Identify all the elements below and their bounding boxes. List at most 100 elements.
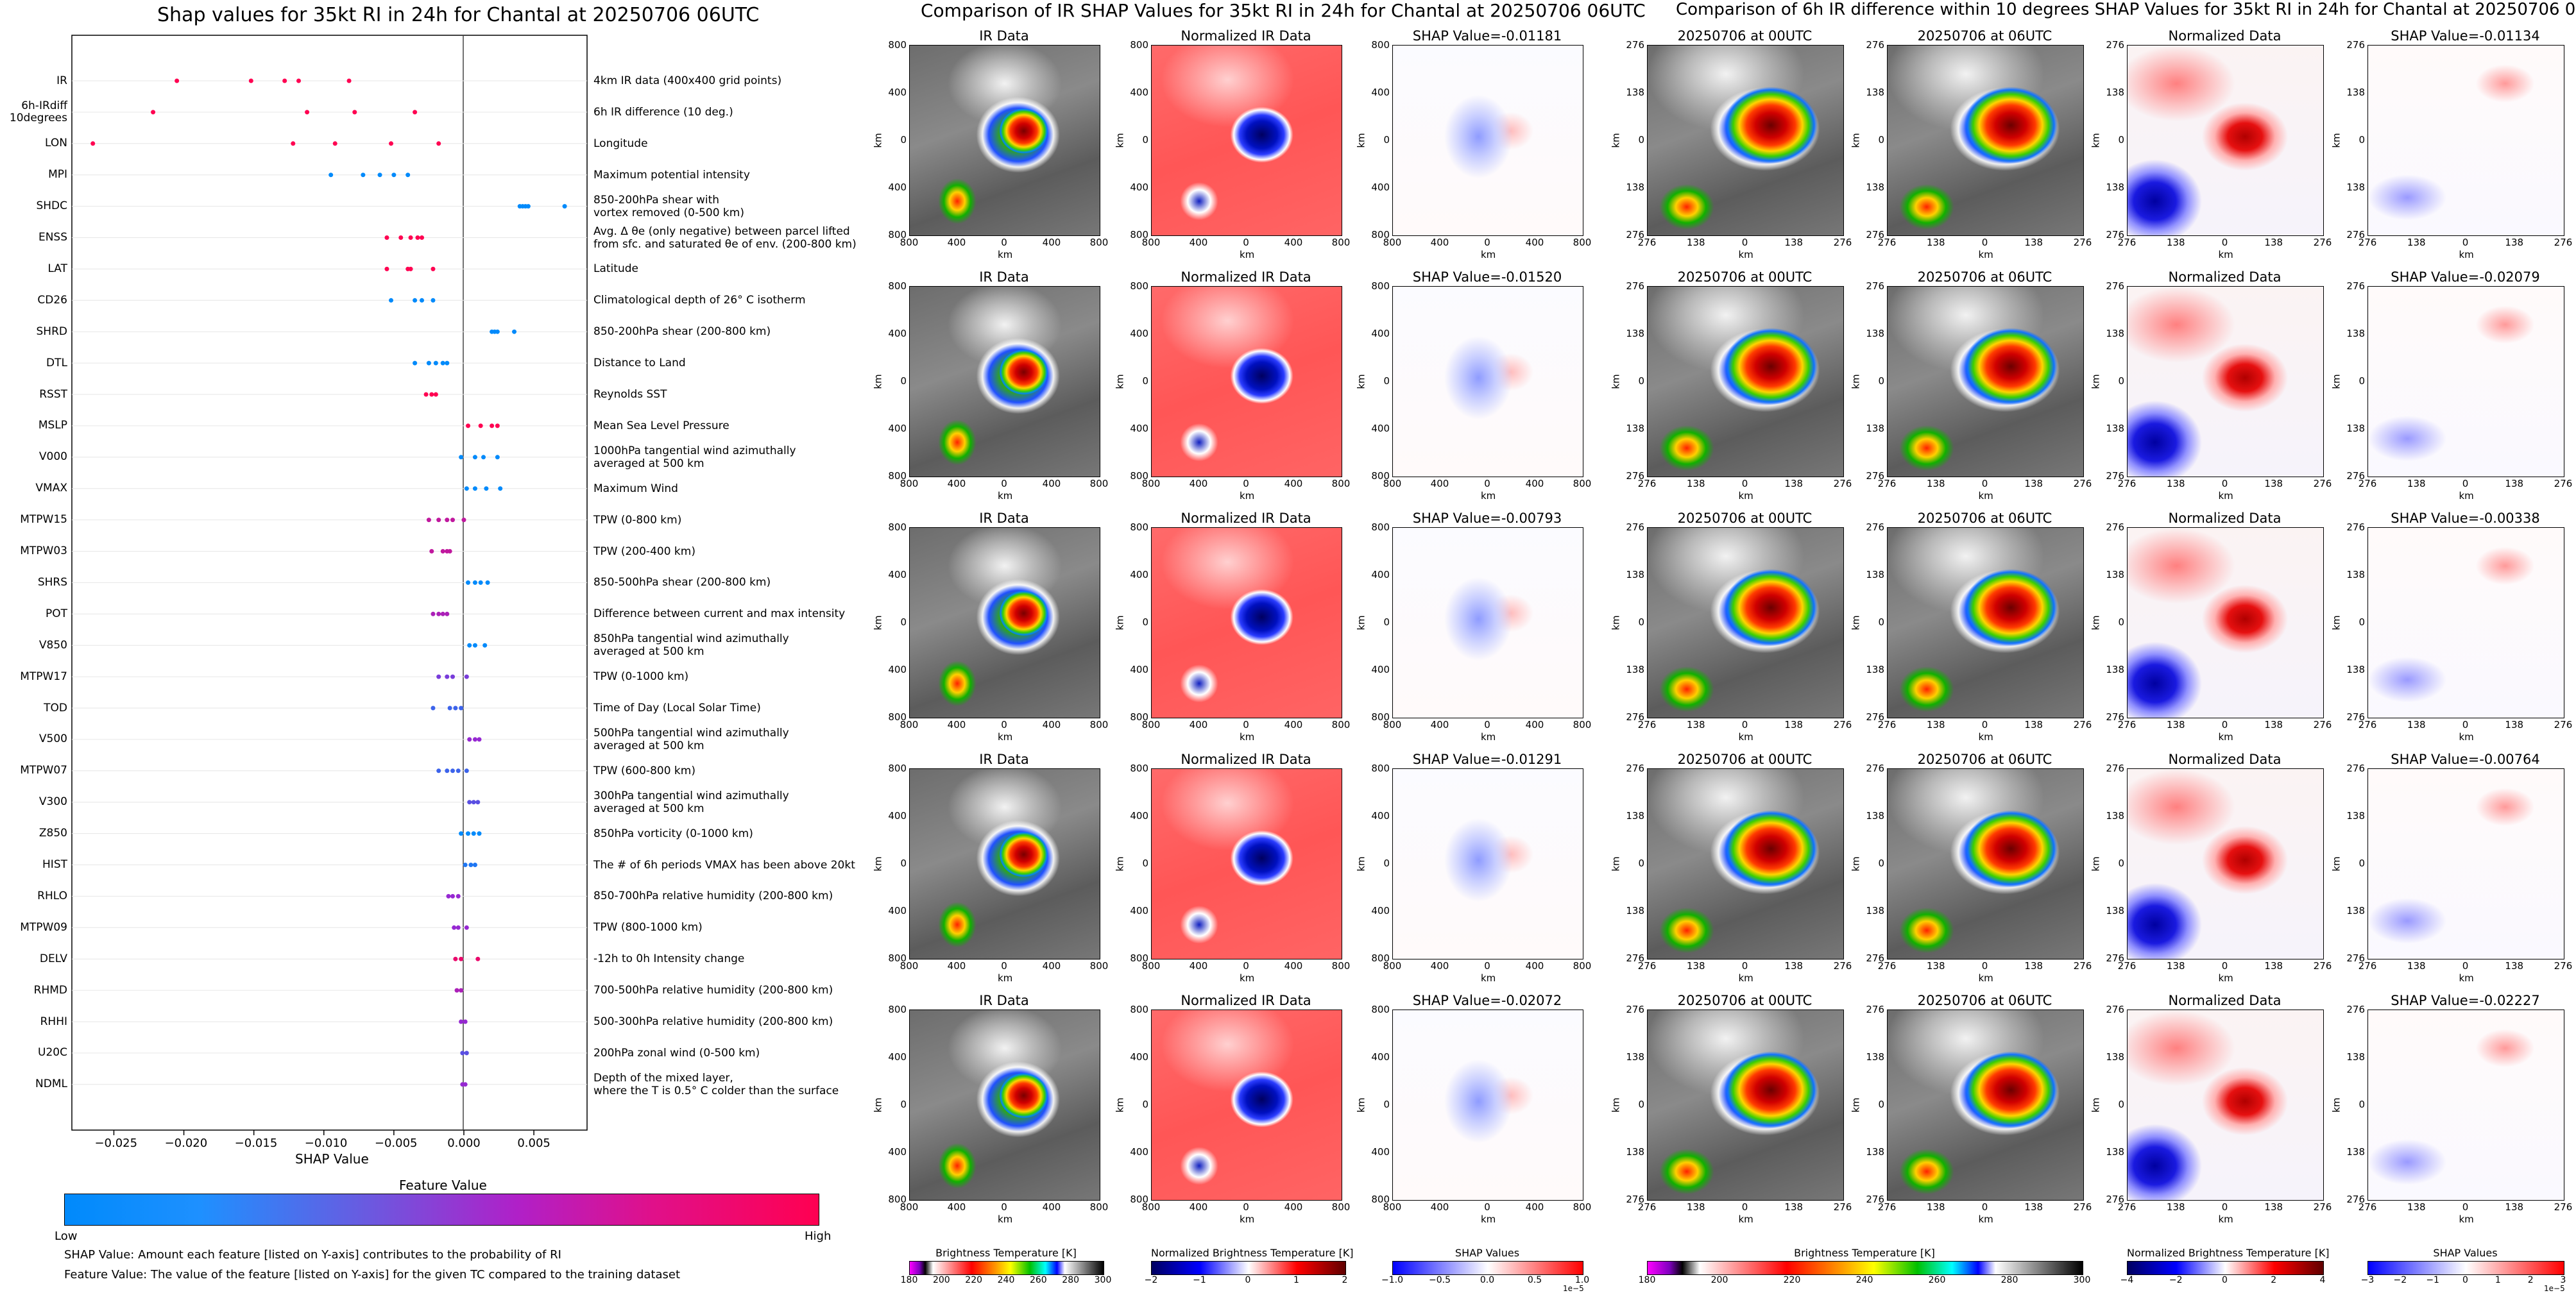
shap-point (452, 925, 457, 930)
panel-xtick-label: 276 (1877, 478, 1897, 489)
panel-ytick-label: 0 (1142, 1099, 1148, 1110)
panel-ytick-label: 276 (1626, 711, 1644, 723)
panel-xtick-label: 800 (1089, 478, 1109, 489)
panel-xtick-label: 0 (1981, 478, 1988, 489)
right-shap-colorbar-tick: 0 (2462, 1275, 2468, 1285)
shap-point (445, 360, 450, 366)
irdiff-06utc-title: 20250706 at 06UTC (1917, 752, 2052, 767)
irdiff-normalized-panel (2127, 527, 2324, 718)
shap-feature-description: TPW (0-1000 km) (593, 670, 689, 684)
normalized-ir-title: Normalized IR Data (1181, 511, 1311, 526)
panel-xtick-label: 138 (2407, 237, 2426, 248)
shap-feature-label: ENSS (38, 231, 67, 244)
shap-feature-label: RHHI (40, 1015, 67, 1028)
shap-point (377, 173, 382, 178)
panel-ytick-label: 276 (1866, 711, 1884, 723)
panel-ytick-label: 276 (2346, 39, 2365, 51)
shap-feature-description: Reynolds SST (593, 388, 667, 401)
shap-point (429, 549, 434, 554)
panel-ytick-label: 0 (1878, 1099, 1884, 1110)
panel-ytick-label: 0 (2118, 134, 2124, 146)
normalized-ir-panel (1151, 768, 1342, 959)
panel-ytick-label: 276 (1626, 470, 1644, 482)
shap-feature-description: 850-500hPa shear (200-800 km) (593, 576, 771, 589)
panel-ylabel: km (2090, 374, 2102, 389)
right-normalized-colorbar-tick: 2 (2271, 1275, 2277, 1285)
panel-xtick-label: 138 (2505, 960, 2524, 972)
panel-xtick-label: 0 (1001, 237, 1007, 248)
panel-ytick-label: 138 (2106, 1051, 2124, 1063)
panel-xtick-label: 400 (947, 1201, 966, 1213)
panel-ytick-label: 400 (1371, 1146, 1390, 1158)
shap-point (477, 831, 482, 836)
panel-xtick-label: 276 (1833, 719, 1852, 731)
shap-point (463, 863, 468, 867)
panel-xtick-label: 0 (2462, 960, 2469, 972)
shap-feature-description: TPW (600-800 km) (593, 764, 695, 777)
shap-feature-description: The # of 6h periods VMAX has been above … (593, 858, 855, 872)
shap-point (431, 611, 436, 616)
panel-xtick-label: 800 (1331, 960, 1351, 972)
panel-ytick-label: 138 (1866, 1051, 1884, 1063)
panel-xtick-label: 276 (2313, 237, 2332, 248)
panel-ytick-label: 800 (1130, 280, 1148, 292)
ir-comparison-title: Comparison of IR SHAP Values for 35kt RI… (921, 0, 1646, 21)
shap-point (445, 674, 450, 679)
panel-xtick-label: 400 (1525, 719, 1544, 731)
shap-point (471, 831, 476, 836)
shap-point (459, 706, 464, 711)
panel-xtick-label: 276 (1833, 1201, 1852, 1213)
right-shap-colorbar-tick: −2 (2393, 1275, 2407, 1285)
shap-feature-label: MSLP (38, 419, 67, 432)
panel-ytick-label: 400 (888, 1146, 907, 1158)
shap-point (475, 800, 481, 805)
panel-ytick-label: 138 (2106, 664, 2124, 675)
panel-xtick-label: 800 (1383, 237, 1402, 248)
panel-ytick-label: 138 (2346, 182, 2365, 193)
shap-xlabel: SHAP Value (295, 1151, 369, 1167)
panel-ytick-label: 138 (2346, 328, 2365, 339)
shap-feature-description: 500hPa tangential wind azimuthally avera… (593, 726, 789, 752)
panel-ytick-label: 800 (1130, 39, 1148, 51)
shap-xtick-label: 0.000 (447, 1137, 481, 1150)
panel-xtick-label: 400 (1042, 478, 1061, 489)
panel-ytick-label: 276 (1866, 1194, 1884, 1205)
ir-data-panel (909, 1010, 1100, 1201)
panel-xtick-label: 800 (1141, 719, 1161, 731)
shap-point (472, 486, 477, 491)
panel-ytick-label: 400 (1371, 905, 1390, 917)
panel-xtick-label: 0 (1484, 478, 1490, 489)
panel-ylabel: km (1850, 1097, 1862, 1113)
shap-feature-label: CD26 (37, 293, 67, 307)
shap-point (472, 580, 477, 585)
shap-point (436, 141, 441, 146)
right-normalized-colorbar-tick: −2 (2169, 1275, 2183, 1285)
shap-feature-label: SHRS (37, 575, 67, 589)
panel-xtick-label: 0 (2462, 478, 2469, 489)
panel-xtick-label: 400 (947, 719, 966, 731)
panel-ytick-label: 800 (888, 952, 907, 964)
shap-feature-label: MTPW07 (20, 764, 67, 777)
panel-xtick-label: 138 (2505, 1201, 2524, 1213)
right-brightness-colorbar-label: Brightness Temperature [K] (1794, 1247, 1935, 1259)
panel-ytick-label: 0 (1638, 375, 1644, 387)
mid-shap-colorbar-tick: 0.0 (1480, 1275, 1495, 1285)
shap-feature-label: MTPW03 (20, 545, 67, 557)
mid-shap-colorbar-tick: 0.5 (1527, 1275, 1542, 1285)
shap-point (413, 360, 418, 366)
panel-xtick-label: 0 (1001, 719, 1007, 731)
shap-feature-label: RSST (39, 387, 67, 401)
shap-point (512, 329, 517, 334)
panel-xtick-label: 0 (1484, 1201, 1490, 1213)
panel-ytick-label: 276 (2106, 280, 2124, 292)
panel-ylabel: km (1355, 374, 1367, 389)
panel-ytick-label: 800 (1130, 470, 1148, 482)
shap-feature-description: Mean Sea Level Pressure (593, 419, 729, 432)
irdiff-00utc-title: 20250706 at 00UTC (1677, 752, 1813, 767)
panel-xtick-label: 0 (1484, 237, 1490, 248)
panel-ytick-label: 800 (888, 1194, 907, 1205)
shap-feature-label: NDML (35, 1078, 67, 1091)
panel-ytick-label: 138 (2106, 905, 2124, 917)
panel-ylabel: km (1114, 374, 1126, 389)
irdiff-00utc-panel (1647, 527, 1844, 718)
